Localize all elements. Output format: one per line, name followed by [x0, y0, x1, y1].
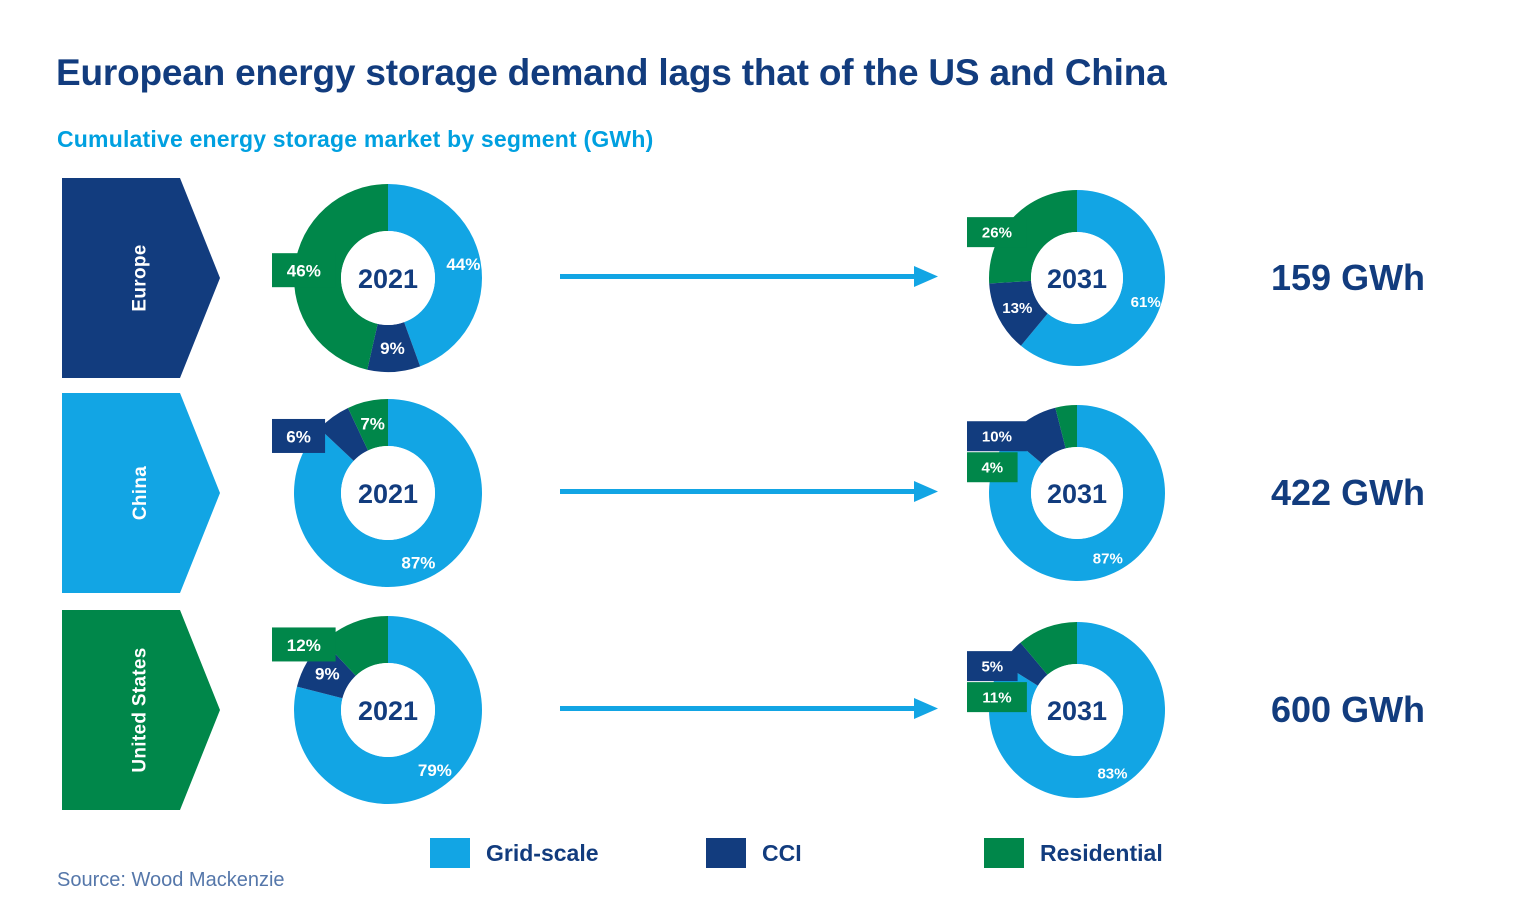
donut-year-label: 2021 — [358, 479, 418, 509]
segment-callout-box — [967, 682, 1027, 713]
region-tag-europe[interactable]: Europe — [62, 178, 220, 378]
progression-arrow — [560, 393, 940, 598]
legend-swatch-grid-scale — [430, 838, 470, 868]
donut-segment-cci[interactable] — [989, 280, 1048, 346]
segment-callout-box — [967, 452, 1018, 483]
donut-segment-grid-scale[interactable] — [294, 399, 482, 587]
chart-row-europe: Europe 44% 9% 46% 2021 61% 13% 26% 2031 159 GWh — [0, 178, 1536, 378]
donut-segment-cci[interactable] — [319, 407, 368, 461]
segment-percent-label: 61% — [1131, 294, 1161, 311]
donut-year-label: 2021 — [358, 696, 418, 726]
donut-segment-residential[interactable] — [1020, 622, 1077, 675]
chart-row-united-states: United States 79% 9% 12% 2021 83% 5% 11% 2031 600… — [0, 610, 1536, 810]
row-total-value: 422 GWh — [1271, 472, 1426, 513]
donut-center-hole — [1031, 664, 1123, 756]
segment-percent-label: 79% — [418, 761, 452, 780]
segment-percent-label: 9% — [380, 339, 405, 358]
legend-label: Grid-scale — [486, 839, 599, 866]
donut-year-label: 2021 — [358, 264, 418, 294]
donut-center-hole — [341, 446, 435, 540]
donut-segment-residential[interactable] — [323, 616, 388, 676]
segment-percent-label: 9% — [315, 665, 340, 684]
segment-percent-label: 4% — [981, 460, 1003, 477]
donut-segment-grid-scale[interactable] — [1020, 190, 1165, 366]
segment-percent-label: 10% — [982, 429, 1012, 446]
donut-segment-grid-scale[interactable] — [989, 405, 1165, 581]
legend-label: Residential — [1040, 839, 1163, 866]
legend-item-grid-scale[interactable]: Grid-scale — [430, 838, 706, 868]
row-total-value: 600 GWh — [1271, 689, 1426, 730]
segment-percent-label: 26% — [982, 225, 1012, 242]
segment-callout-box — [272, 418, 326, 453]
legend-label: CCI — [762, 839, 802, 866]
segment-percent-label: 7% — [360, 415, 385, 434]
legend-item-cci[interactable]: CCI — [706, 838, 984, 868]
donut-segment-cci[interactable] — [1009, 407, 1066, 464]
region-tag-china[interactable]: China — [62, 393, 220, 593]
donut-segment-grid-scale[interactable] — [388, 184, 482, 367]
legend-item-residential[interactable]: Residential — [984, 838, 1163, 868]
segment-callout-box — [967, 651, 1018, 682]
segment-callout-box — [272, 253, 336, 288]
region-tag-united-states[interactable]: United States — [62, 610, 220, 810]
donut-year-label: 2031 — [1047, 264, 1107, 294]
segment-percent-label: 11% — [982, 690, 1011, 707]
donut-chart-europe-2031[interactable]: 61% 13% 26% 2031 — [965, 178, 1225, 378]
donut-year-label: 2031 — [1047, 479, 1107, 509]
chart-row-china: China 87% 6% 7% 2021 87% 10% 4% 2031 422 GWh — [0, 393, 1536, 593]
donut-chart-united-states-2021[interactable]: 79% 9% 12% 2021 — [272, 610, 532, 810]
segment-callout-box — [967, 421, 1027, 452]
donut-segment-residential[interactable] — [294, 184, 388, 370]
donut-segment-residential[interactable] — [1055, 405, 1077, 449]
donut-center-hole — [1031, 447, 1123, 539]
source-note: Source: Wood Mackenzie — [57, 869, 285, 891]
segment-percent-label: 46% — [287, 262, 321, 281]
row-total-value: 159 GWh — [1271, 257, 1426, 298]
segment-callout-box — [272, 627, 336, 662]
donut-segment-residential[interactable] — [347, 399, 388, 451]
legend-swatch-cci — [706, 838, 746, 868]
progression-arrow — [560, 178, 940, 383]
donut-chart-china-2031[interactable]: 87% 10% 4% 2031 — [965, 393, 1225, 593]
page-title: European energy storage demand lags that… — [56, 52, 1167, 93]
segment-percent-label: 12% — [287, 636, 321, 655]
donut-chart-china-2021[interactable]: 87% 6% 7% 2021 — [272, 393, 532, 593]
segment-percent-label: 87% — [1093, 551, 1123, 568]
donut-center-hole — [341, 663, 435, 757]
legend-swatch-residential — [984, 838, 1024, 868]
legend: Grid-scale CCI Residential — [430, 838, 1163, 868]
page-subtitle: Cumulative energy storage market by segm… — [57, 126, 654, 152]
donut-segment-residential[interactable] — [989, 190, 1077, 284]
donut-chart-united-states-2031[interactable]: 83% 5% 11% 2031 — [965, 610, 1225, 810]
progression-arrow — [560, 610, 940, 815]
segment-percent-label: 6% — [286, 427, 311, 446]
segment-percent-label: 13% — [1002, 300, 1032, 317]
segment-percent-label: 44% — [446, 255, 480, 274]
segment-percent-label: 83% — [1097, 765, 1127, 782]
donut-year-label: 2031 — [1047, 696, 1107, 726]
donut-center-hole — [1031, 232, 1123, 324]
segment-percent-label: 5% — [981, 659, 1003, 676]
segment-percent-label: 87% — [401, 554, 435, 573]
donut-chart-europe-2021[interactable]: 44% 9% 46% 2021 — [272, 178, 532, 378]
segment-callout-box — [967, 217, 1027, 248]
donut-segment-grid-scale[interactable] — [294, 616, 482, 804]
donut-segment-grid-scale[interactable] — [989, 622, 1165, 798]
donut-center-hole — [341, 231, 435, 325]
donut-segment-cci[interactable] — [367, 322, 421, 372]
